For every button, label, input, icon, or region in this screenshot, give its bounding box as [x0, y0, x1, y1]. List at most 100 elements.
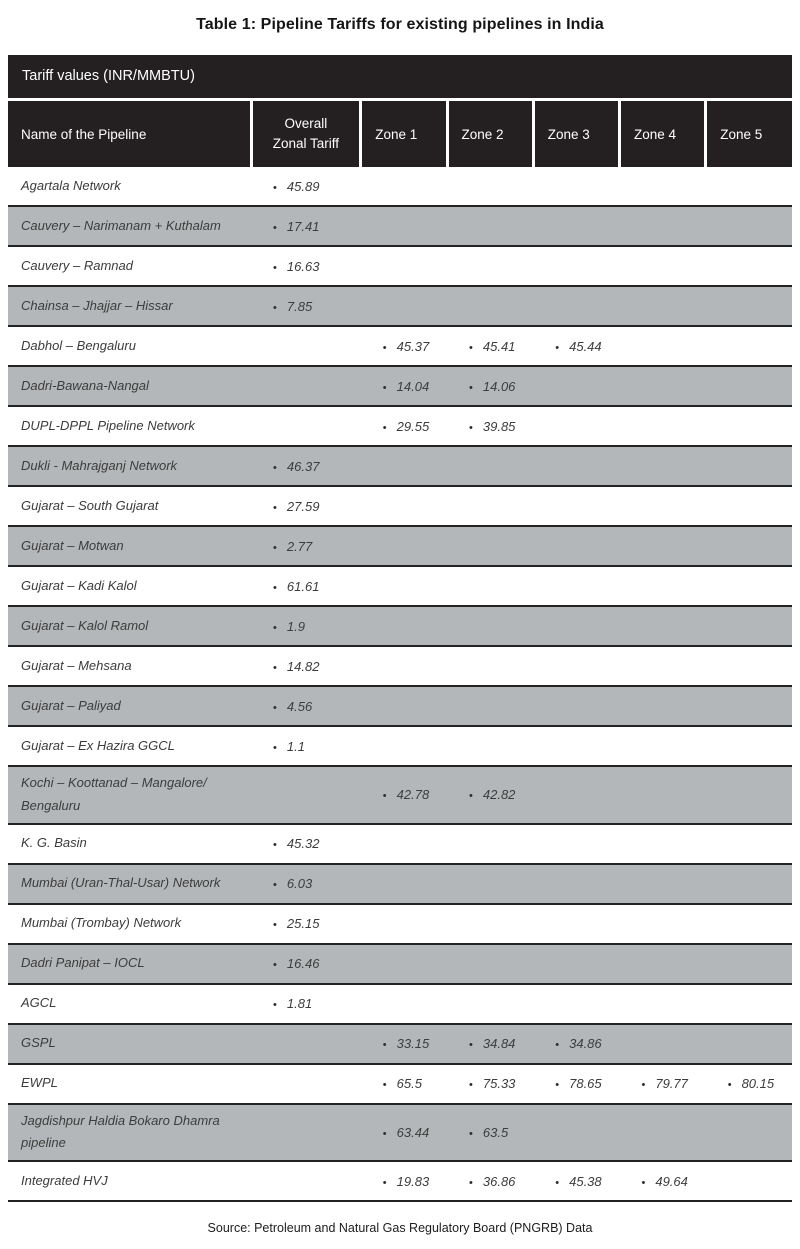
table-row: Gujarat – Ex Hazira GGCL • 1.1: [8, 726, 792, 767]
pipeline-name: Dadri Panipat – IOCL: [8, 943, 252, 985]
zone-1-value: [360, 286, 448, 327]
zone-2-value: • 63.5: [447, 1103, 534, 1162]
overall-tariff-value: • 14.82: [251, 646, 361, 687]
tariff-number: 17.41: [286, 218, 320, 234]
overall-tariff-value: • 4.56: [251, 686, 361, 727]
pipeline-name: Mumbai (Trombay) Network: [8, 903, 252, 945]
zone-2-value: [447, 606, 534, 647]
zone-5-value: [705, 286, 792, 327]
bullet-icon: •: [555, 1176, 560, 1189]
pipeline-name: Kochi – Koottanad – Mangalore/ Bengaluru: [8, 766, 252, 825]
column-header-zone-3: Zone 3: [533, 99, 621, 167]
bullet-icon: •: [382, 790, 387, 803]
pipeline-name: Gujarat – Kadi Kalol: [8, 566, 252, 607]
zone-5-value: [705, 206, 792, 247]
zone-3-value: [533, 446, 620, 487]
bullet-icon: •: [273, 959, 277, 971]
zone-4-value: [619, 823, 706, 865]
zone-5-value: [705, 766, 792, 825]
bullet-icon: •: [469, 341, 473, 354]
zone-2-value: [447, 486, 534, 527]
bullet-icon: •: [555, 1079, 560, 1091]
bullet-icon: •: [555, 1039, 560, 1051]
tariff-number: 61.61: [286, 578, 320, 594]
table-row: Dadri-Bawana-Nangal • 14.04 • 14.06: [8, 366, 792, 407]
pipeline-name: DUPL-DPPL Pipeline Network: [8, 406, 252, 447]
zone-3-value: [533, 646, 620, 687]
zone-3-value: [533, 566, 620, 607]
zone-5-value: • 80.15: [705, 1063, 792, 1105]
zone-3-value: [533, 286, 620, 327]
tariff-number: 25.15: [286, 916, 320, 931]
column-header-zone-2: Zone 2: [447, 99, 535, 167]
zone-3-value: [533, 167, 620, 207]
bullet-icon: •: [727, 1079, 732, 1091]
tariff-number: 19.83: [396, 1173, 430, 1189]
zone-1-value: [360, 863, 448, 905]
zone-5-value: [705, 326, 792, 367]
zone-3-value: [533, 726, 620, 767]
overall-tariff-value: • 17.41: [251, 206, 361, 247]
pipeline-name: Chainsa – Jhajjar – Hissar: [8, 286, 252, 327]
zone-4-value: [619, 566, 706, 607]
bullet-icon: •: [273, 919, 277, 931]
zone-4-value: [619, 366, 706, 407]
zone-2-value: • 42.82: [447, 766, 534, 825]
zone-5-value: [705, 526, 792, 567]
zone-2-value: [447, 446, 534, 487]
tariff-number: 1.1: [286, 738, 305, 754]
zone-3-value: [533, 366, 620, 407]
zone-1-value: [360, 167, 448, 207]
bullet-icon: •: [641, 1176, 646, 1189]
zone-4-value: • 49.64: [619, 1161, 706, 1202]
zone-2-value: [447, 646, 534, 687]
tariff-number: 79.77: [655, 1076, 688, 1091]
overall-tariff-value: [251, 1063, 361, 1105]
tariff-number: 75.33: [482, 1076, 516, 1091]
zone-3-value: [533, 406, 620, 447]
zone-3-value: [533, 686, 620, 727]
tariff-number: 7.85: [286, 298, 313, 314]
zone-2-value: • 14.06: [447, 366, 534, 407]
zone-1-value: [360, 486, 448, 527]
zone-1-value: [360, 206, 448, 247]
zone-5-value: [705, 1161, 792, 1202]
overall-tariff-value: • 16.46: [251, 943, 361, 985]
zone-4-value: [619, 206, 706, 247]
bullet-icon: •: [273, 181, 277, 194]
tariff-number: 45.89: [286, 178, 320, 194]
zone-2-value: [447, 566, 534, 607]
bullet-icon: •: [273, 541, 277, 554]
overall-tariff-value: • 45.32: [251, 823, 361, 865]
zone-2-value: [447, 726, 534, 767]
zone-4-value: [619, 766, 706, 825]
zone-5-value: [705, 1103, 792, 1162]
tariff-number: 36.86: [482, 1173, 516, 1189]
tariff-number: 4.56: [286, 698, 313, 714]
tariff-number: 63.5: [482, 1124, 509, 1140]
zone-3-value: • 45.38: [533, 1161, 620, 1202]
zone-2-value: [447, 943, 534, 985]
table-row: Gujarat – Motwan • 2.77: [8, 526, 792, 567]
zone-5-value: [705, 167, 792, 207]
tariff-number: 46.37: [286, 458, 320, 474]
zone-3-value: • 45.44: [533, 326, 620, 367]
pipeline-name: Gujarat – South Gujarat: [8, 486, 252, 527]
zone-3-value: [533, 823, 620, 865]
bullet-icon: •: [469, 790, 473, 803]
zone-4-value: [619, 646, 706, 687]
zone-3-value: [533, 766, 620, 825]
tariff-number: 42.82: [482, 787, 516, 803]
zone-2-value: [447, 863, 534, 905]
zone-4-value: [619, 686, 706, 727]
bullet-icon: •: [273, 501, 277, 514]
bullet-icon: •: [273, 879, 277, 891]
zone-1-value: • 42.78: [360, 766, 448, 825]
table-row: Gujarat – Kadi Kalol • 61.61: [8, 566, 792, 607]
zone-4-value: [619, 446, 706, 487]
overall-tariff-value: • 6.03: [251, 863, 361, 905]
tariff-number: 78.65: [569, 1076, 602, 1091]
tariff-number: 34.86: [569, 1036, 602, 1051]
table-row: Dukli - Mahrajganj Network • 46.37: [8, 446, 792, 487]
zone-5-value: [705, 406, 792, 447]
